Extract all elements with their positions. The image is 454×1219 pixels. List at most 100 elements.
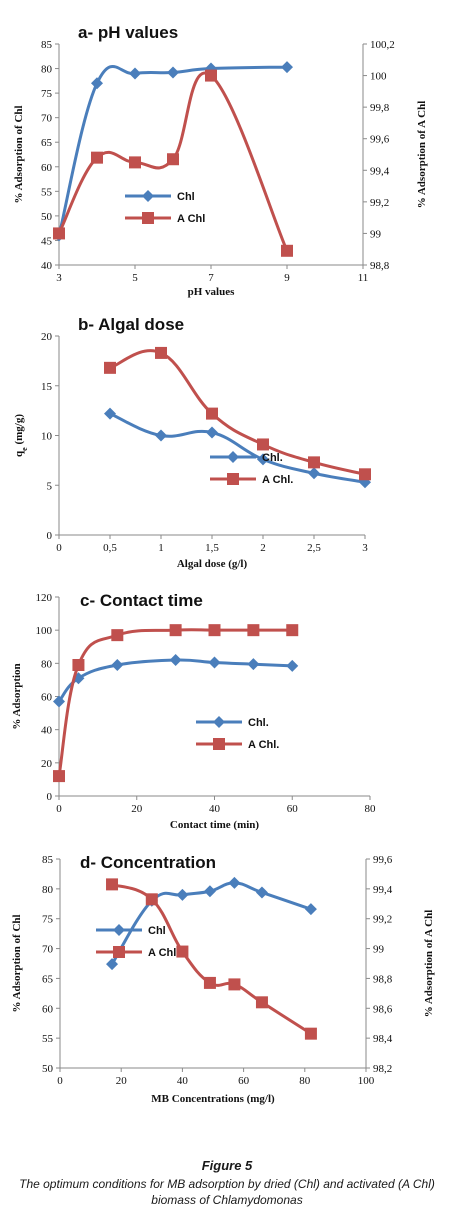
y2-tick-label: 99,4 — [370, 165, 390, 177]
x-tick-label: 3 — [56, 272, 62, 284]
x-tick-label: 1 — [158, 542, 164, 554]
data-point — [106, 878, 119, 891]
legend-swatch-marker — [227, 473, 239, 485]
chart-title: d- Concentration — [80, 853, 216, 872]
x-tick-label: 11 — [358, 272, 369, 284]
data-point — [104, 361, 116, 374]
legend-label: A Chl. — [262, 474, 293, 486]
y-tick-label: 70 — [41, 113, 53, 125]
data-point — [129, 67, 141, 80]
x-tick-label: 100 — [358, 1075, 375, 1087]
y2-tick-label: 99,2 — [370, 197, 389, 209]
x-tick-label: 0,5 — [103, 542, 117, 554]
data-point — [359, 468, 371, 481]
data-point — [91, 77, 103, 90]
legend-swatch-marker — [142, 190, 154, 202]
y-tick-label: 50 — [42, 1063, 54, 1075]
figure-caption-species: Chlamydomonas — [212, 1193, 303, 1207]
y-tick-label: 5 — [47, 480, 53, 492]
data-point — [53, 695, 65, 708]
y-tick-label: 65 — [42, 973, 54, 985]
y2-tick-label: 99 — [370, 228, 382, 240]
y-axis-label: % Adsorption of Chl — [13, 105, 25, 203]
x-axis-label: pH values — [188, 286, 235, 298]
y-tick-label: 85 — [41, 39, 53, 51]
data-point — [286, 659, 299, 672]
data-point — [176, 945, 189, 958]
data-point — [206, 426, 218, 439]
x-axis-label: Algal dose (g/l) — [177, 558, 248, 570]
y2-tick-label: 100 — [370, 71, 387, 83]
data-point — [247, 658, 260, 671]
data-point — [203, 976, 216, 989]
x-tick-label: 0 — [56, 542, 62, 554]
legend-label: Chl. — [262, 452, 283, 464]
y2-tick-label: 98,6 — [373, 1003, 393, 1015]
y2-tick-label: 99,8 — [370, 102, 390, 114]
data-point — [155, 346, 167, 359]
data-point — [169, 624, 182, 637]
data-point — [308, 456, 320, 469]
data-point — [304, 903, 317, 916]
y2-axis-label: % Adsorption of A Chl — [416, 101, 428, 209]
chart-panel-2: 0 0,5 1 1,5 2 2,5 3 0 5 10 15 20 b- Algal dose Algal … — [13, 315, 371, 570]
data-point — [281, 244, 293, 257]
data-point — [247, 624, 260, 637]
data-point — [255, 996, 268, 1009]
y-axis-label: % Adsorption — [11, 663, 23, 729]
data-point — [53, 770, 65, 783]
y-axis-label-main: % Adsorption — [11, 663, 23, 729]
y-tick-label: 15 — [41, 381, 53, 393]
figure-charts: 3 5 7 9 114045505560657075808598,89999,299,4… — [11, 23, 435, 1105]
x-axis-label: Contact time (min) — [170, 819, 260, 831]
x-tick-label: 80 — [299, 1075, 311, 1087]
data-point — [167, 153, 179, 166]
data-point — [208, 624, 221, 637]
figure-caption: The optimum conditions for MB adsorption… — [0, 1176, 454, 1208]
y-tick-label: 50 — [41, 211, 53, 223]
y-tick-label: 45 — [41, 235, 53, 247]
legend-swatch-marker — [113, 946, 125, 958]
data-point — [255, 886, 268, 899]
data-point — [53, 227, 65, 240]
y-tick-label: 65 — [41, 137, 53, 149]
y-tick-label: 60 — [41, 162, 53, 174]
x-tick-label: 80 — [365, 803, 377, 815]
x-tick-label: 2,5 — [307, 542, 321, 554]
y2-tick-label: 99,2 — [373, 914, 392, 926]
y2-tick-label: 98,8 — [370, 260, 390, 272]
x-tick-label: 40 — [209, 803, 221, 815]
chart-panel-1: 3 5 7 9 11 40 45 50 55 60 65 70 75 80 85 98,8 99 99,2 99,4… — [13, 23, 428, 298]
data-point — [169, 654, 182, 667]
x-tick-label: 40 — [177, 1075, 189, 1087]
y-tick-label: 70 — [42, 944, 54, 956]
y-axis-label-main: q — [13, 450, 25, 457]
y2-tick-label: 98,8 — [373, 973, 393, 985]
series-line-1 — [109, 412, 366, 484]
legend-label: Chl — [148, 925, 166, 937]
x-tick-label: 20 — [131, 803, 143, 815]
data-point — [228, 876, 241, 889]
x-tick-label: 60 — [287, 803, 299, 815]
legend-swatch-marker — [213, 716, 225, 728]
y-tick-label: 0 — [47, 791, 53, 803]
legend-label: A Chl. — [248, 739, 279, 751]
data-point — [308, 467, 320, 480]
x-tick-label: 5 — [132, 272, 138, 284]
data-point — [145, 893, 158, 906]
x-tick-label: 20 — [116, 1075, 128, 1087]
x-tick-label: 7 — [208, 272, 214, 284]
data-point — [304, 1027, 317, 1040]
y-axis-label-main: % Adsorption of Chl — [13, 105, 25, 203]
y-tick-label: 60 — [42, 1003, 54, 1015]
series-line-2 — [111, 882, 312, 1035]
y-axis-label-suffix: (mg/g) — [13, 414, 25, 448]
y-tick-label: 120 — [36, 592, 53, 604]
data-point — [111, 629, 124, 642]
data-point — [106, 958, 119, 971]
data-point — [228, 978, 241, 991]
y-axis-label-sub: e — [20, 447, 29, 451]
legend-swatch-marker — [113, 924, 125, 936]
data-point — [206, 407, 218, 420]
x-tick-label: 1,5 — [205, 542, 219, 554]
